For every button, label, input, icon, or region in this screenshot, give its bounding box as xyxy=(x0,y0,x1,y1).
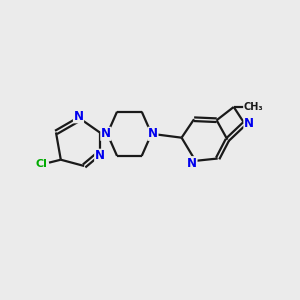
Text: Cl: Cl xyxy=(36,159,48,169)
Text: N: N xyxy=(74,110,83,123)
Text: N: N xyxy=(95,149,105,162)
Text: CH₃: CH₃ xyxy=(244,102,263,112)
Text: N: N xyxy=(101,127,111,140)
Text: N: N xyxy=(148,127,158,140)
Text: N: N xyxy=(187,157,197,170)
Text: N: N xyxy=(244,117,254,130)
